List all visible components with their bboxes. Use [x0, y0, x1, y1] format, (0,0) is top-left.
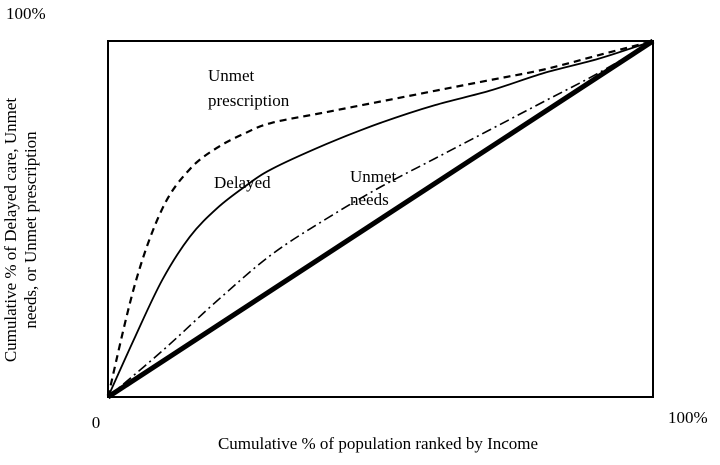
series-label-unmet-needs-line-2: needs: [350, 190, 389, 209]
y-axis-label-line-2: needs, or Unmet prescription: [21, 131, 40, 329]
y-tick-end: 100%: [6, 4, 46, 23]
series-layer: [106, 38, 655, 400]
series-line-unmet-prescription: [106, 39, 654, 398]
series-label-unmet-needs-line-1: Unmet: [350, 167, 397, 186]
series-label-delayed: Delayed: [214, 173, 271, 192]
series-label-unmet-prescription-line-1: Unmet: [208, 66, 255, 85]
series-line-equality: [106, 38, 655, 400]
series-line-unmet-needs: [107, 40, 654, 398]
plot-frame: [107, 40, 654, 398]
x-tick-end: 100%: [668, 408, 708, 427]
x-axis-label: Cumulative % of population ranked by Inc…: [218, 434, 538, 453]
y-axis-label-line-1: Cumulative % of Delayed care, Unmet: [1, 98, 20, 363]
series-line-delayed: [107, 40, 654, 398]
x-tick-start: 0: [92, 413, 101, 432]
series-label-unmet-prescription-line-2: prescription: [208, 91, 290, 110]
